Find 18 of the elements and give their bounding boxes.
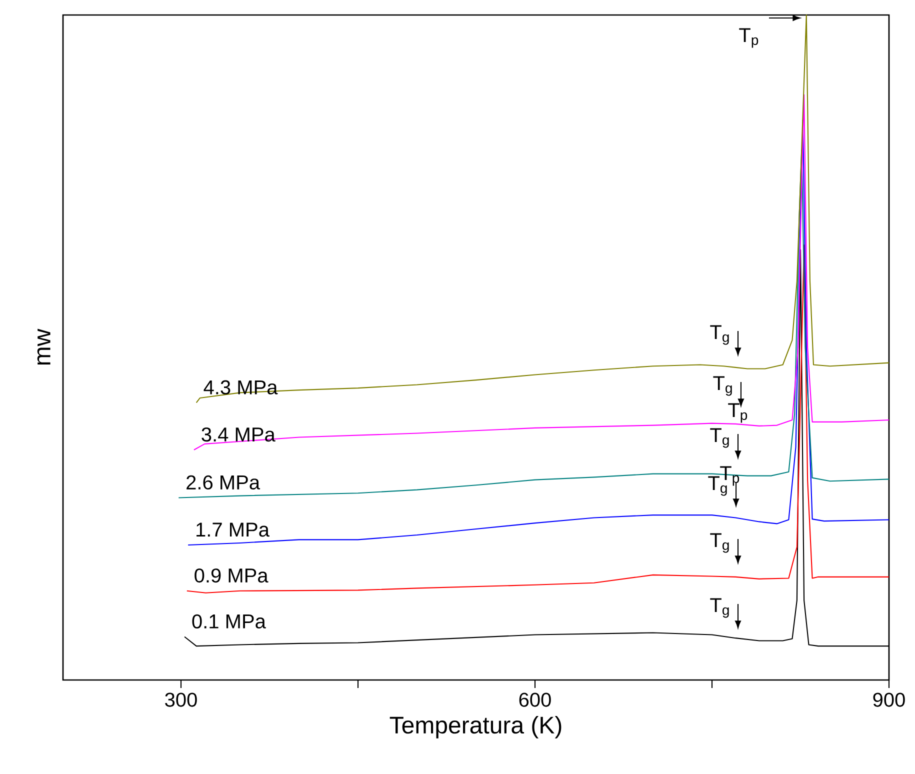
x-tick-label: 300 <box>165 692 197 707</box>
series-label: 2.6 MPa <box>186 475 260 490</box>
series-label: 0.1 MPa <box>192 614 266 628</box>
annotation: T$_{g}$ <box>710 325 729 345</box>
annotation: T$_{g}$ <box>710 533 729 553</box>
series-label: 4.3 MPa <box>204 380 278 394</box>
annotation: T$_{g}$ <box>713 376 732 396</box>
annotation: T$_{p}$ <box>739 28 758 48</box>
x-tick-label: 600 <box>519 692 551 707</box>
annotation: T$_{g}$ <box>710 598 729 618</box>
annotation: T$_{g}$ <box>710 428 729 448</box>
series-label: 1.7 MPa <box>196 522 270 537</box>
x-tick-label: 900 <box>873 692 905 707</box>
annotation: T$_{p}$ <box>728 403 748 423</box>
x-axis-title: Temperatura (K) <box>390 716 562 738</box>
y-axis-title: mw <box>37 328 50 365</box>
series-label: 0.9 MPa <box>194 568 268 583</box>
series-label: 3.4 MPa <box>202 427 276 442</box>
